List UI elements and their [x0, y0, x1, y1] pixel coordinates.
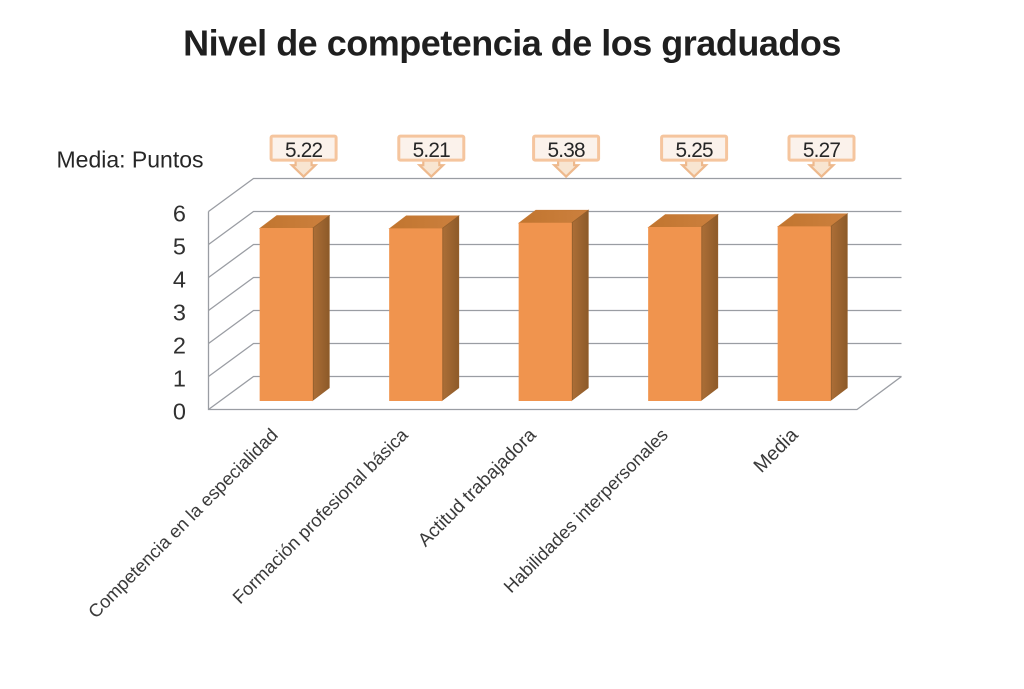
svg-text:0: 0	[173, 399, 186, 425]
svg-text:5.25: 5.25	[675, 139, 713, 162]
svg-text:2: 2	[173, 333, 186, 359]
svg-text:Media: Puntos: Media: Puntos	[57, 147, 204, 173]
svg-text:5: 5	[173, 234, 186, 260]
svg-text:1: 1	[173, 366, 186, 392]
svg-text:5.21: 5.21	[413, 139, 451, 162]
svg-text:5.27: 5.27	[803, 139, 841, 162]
svg-text:5.22: 5.22	[285, 139, 323, 162]
svg-text:4: 4	[173, 267, 186, 293]
svg-text:6: 6	[173, 201, 186, 227]
svg-text:3: 3	[173, 300, 186, 326]
svg-text:5.38: 5.38	[547, 139, 585, 162]
svg-text:Nivel de competencia de los gr: Nivel de competencia de los graduados	[183, 23, 841, 64]
